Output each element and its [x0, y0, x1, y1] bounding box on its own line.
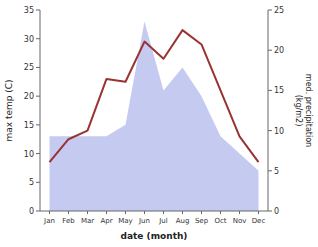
- y-tick-label: 35: [24, 6, 34, 15]
- x-tick-label: Feb: [62, 217, 75, 225]
- x-tick-label: Jul: [158, 217, 168, 225]
- y2-axis-label: med. precipitation(kg/m2): [294, 74, 313, 147]
- precipitation-area: [50, 21, 259, 211]
- plot-area: [50, 21, 259, 211]
- y-tick: [36, 10, 40, 11]
- x-axis-label: date (month): [121, 231, 188, 241]
- y-axis-label: max temp (C): [4, 79, 14, 141]
- x-axis-line: [40, 211, 268, 212]
- y2-tick-label: 25: [274, 6, 284, 15]
- y-tick-label: 20: [24, 92, 34, 101]
- x-tick-label: Aug: [176, 217, 190, 225]
- y2-tick: [268, 211, 272, 212]
- x-tick-label: Jan: [43, 217, 55, 225]
- x-tick: [144, 211, 145, 214]
- y2-tick-label: 20: [274, 46, 284, 55]
- y-tick: [36, 67, 40, 68]
- x-tick-label: May: [118, 217, 132, 225]
- chart: 0 5 10 15 20 25 30 35 0 5 10 15 20 25 Jan Feb Mar Apr May J…: [0, 0, 318, 247]
- y-tick-label: 25: [24, 63, 34, 72]
- x-tick: [220, 211, 221, 214]
- y2-axis-label-line: (kg/m2): [294, 95, 303, 127]
- x-tick: [201, 211, 202, 214]
- y-tick: [36, 38, 40, 39]
- y2-tick-label: 10: [274, 127, 284, 136]
- y2-tick: [268, 90, 272, 91]
- y-tick: [36, 96, 40, 97]
- y-tick-label: 5: [29, 178, 34, 187]
- y-tick: [36, 211, 40, 212]
- y-tick: [36, 182, 40, 183]
- x-tick: [106, 211, 107, 214]
- x-tick-label: Apr: [100, 217, 112, 225]
- y-tick-label: 30: [24, 35, 34, 44]
- y2-tick: [268, 130, 272, 131]
- x-tick: [258, 211, 259, 214]
- y-axis-line: [40, 10, 41, 211]
- x-tick-label: Sep: [195, 217, 209, 225]
- y2-tick: [268, 170, 272, 171]
- x-tick: [163, 211, 164, 214]
- x-tick-label: Mar: [81, 217, 94, 225]
- x-tick-label: Jun: [138, 217, 150, 225]
- x-tick: [239, 211, 240, 214]
- y2-tick-label: 0: [274, 207, 279, 216]
- y2-tick-label: 15: [274, 86, 284, 95]
- y2-axis-line: [268, 10, 269, 211]
- y2-tick-label: 5: [274, 167, 279, 176]
- x-tick: [87, 211, 88, 214]
- y-tick: [36, 153, 40, 154]
- x-tick-label: Nov: [233, 217, 247, 225]
- y-tick: [36, 124, 40, 125]
- x-tick: [49, 211, 50, 214]
- temperature-line: [50, 30, 259, 162]
- y2-tick: [268, 10, 272, 11]
- y2-tick: [268, 50, 272, 51]
- y2-axis-label-line: med. precipitation: [304, 74, 313, 147]
- x-tick-label: Oct: [214, 217, 226, 225]
- x-tick: [182, 211, 183, 214]
- x-tick: [68, 211, 69, 214]
- y-tick-label: 15: [24, 121, 34, 130]
- y-tick-label: 0: [29, 207, 34, 216]
- x-tick: [125, 211, 126, 214]
- y-tick-label: 10: [24, 150, 34, 159]
- x-tick-label: Dec: [252, 217, 266, 225]
